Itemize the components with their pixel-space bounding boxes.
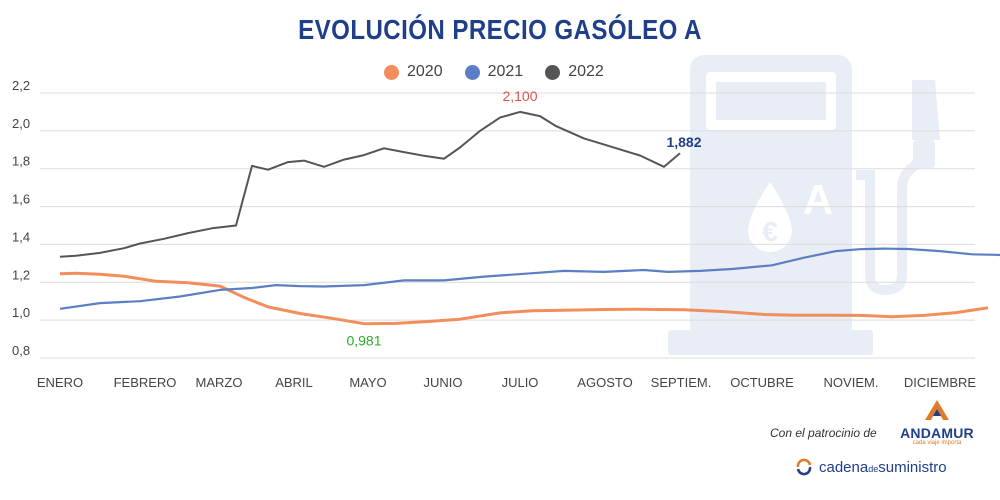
cadena-word-2: de [868, 463, 879, 474]
svg-text:A: A [803, 176, 833, 223]
legend-swatch-2020 [384, 64, 399, 80]
svg-text:€: € [762, 216, 778, 247]
legend-swatch-2021 [464, 64, 480, 80]
y-tick-label: 0,8 [12, 343, 30, 358]
series-line-2022 [59, 110, 681, 258]
series-lines [59, 110, 1000, 326]
y-tick-label: 2,0 [12, 116, 30, 131]
x-tick-label: ENERO [37, 375, 83, 390]
data-label: 0,981 [346, 333, 381, 349]
y-tick-label: 1,2 [12, 267, 30, 282]
y-axis-ticks: 0,8 1,0 1,2 1,4 1,6 1,8 2,0 2,2 [12, 78, 30, 358]
x-tick-label: JULIO [502, 375, 539, 390]
data-label: 1,882 [666, 134, 701, 150]
y-gridlines [40, 92, 975, 359]
data-label: 2,100 [502, 88, 537, 104]
x-tick-label: FEBRERO [114, 375, 177, 390]
x-axis-ticks: ENERO FEBRERO MARZO ABRIL MAYO JUNIO JULIO AGOS… [37, 375, 977, 390]
cadena-swirl-icon [796, 458, 812, 476]
x-tick-label: AGOSTO [577, 375, 632, 390]
sponsor-text: Con el patrocinio de [770, 426, 877, 440]
legend-item-2020: 2020 [384, 63, 443, 81]
legend-swatch-2022 [545, 64, 561, 80]
y-tick-label: 1,0 [12, 305, 30, 320]
data-annotations: 2,100 1,882 0,981 [346, 88, 701, 349]
x-tick-label: MAYO [349, 375, 386, 390]
x-tick-label: NOVIEM. [824, 375, 879, 390]
y-tick-label: 1,6 [12, 192, 30, 207]
cadena-suministro-logo: cadenadesuministro [795, 458, 947, 476]
x-tick-label: ABRIL [275, 375, 313, 390]
series-line-2020 [59, 271, 989, 326]
x-tick-label: SEPTIEM. [651, 375, 712, 390]
x-tick-label: JUNIO [424, 375, 463, 390]
x-tick-label: DICIEMBRE [904, 375, 977, 390]
y-tick-label: 2,2 [12, 78, 30, 93]
andamur-tagline: cada viaje importa [912, 440, 962, 446]
andamur-mark-icon [925, 400, 949, 420]
andamur-brand: ANDAMUR [900, 425, 974, 441]
legend-label-2022: 2022 [568, 63, 604, 80]
y-tick-label: 1,4 [12, 229, 30, 244]
y-tick-label: 1,8 [12, 154, 30, 169]
cadena-word-1: cadena [819, 458, 869, 476]
legend-item-2021: 2021 [464, 63, 524, 81]
series-line-2021 [59, 247, 1000, 310]
x-tick-label: MARZO [196, 375, 243, 390]
andamur-logo: ANDAMUR cada viaje importa [897, 400, 977, 446]
legend-label-2020: 2020 [407, 63, 443, 80]
cadena-word-3: suministro [878, 458, 947, 476]
chart-legend: 2020 2021 2022 [384, 63, 604, 81]
legend-item-2022: 2022 [545, 63, 604, 81]
chart-title: EVOLUCIÓN PRECIO GASÓLEO A [298, 14, 702, 45]
legend-label-2021: 2021 [487, 63, 524, 80]
x-tick-label: OCTUBRE [730, 375, 794, 390]
euro-drop-icon: € A [748, 176, 833, 252]
